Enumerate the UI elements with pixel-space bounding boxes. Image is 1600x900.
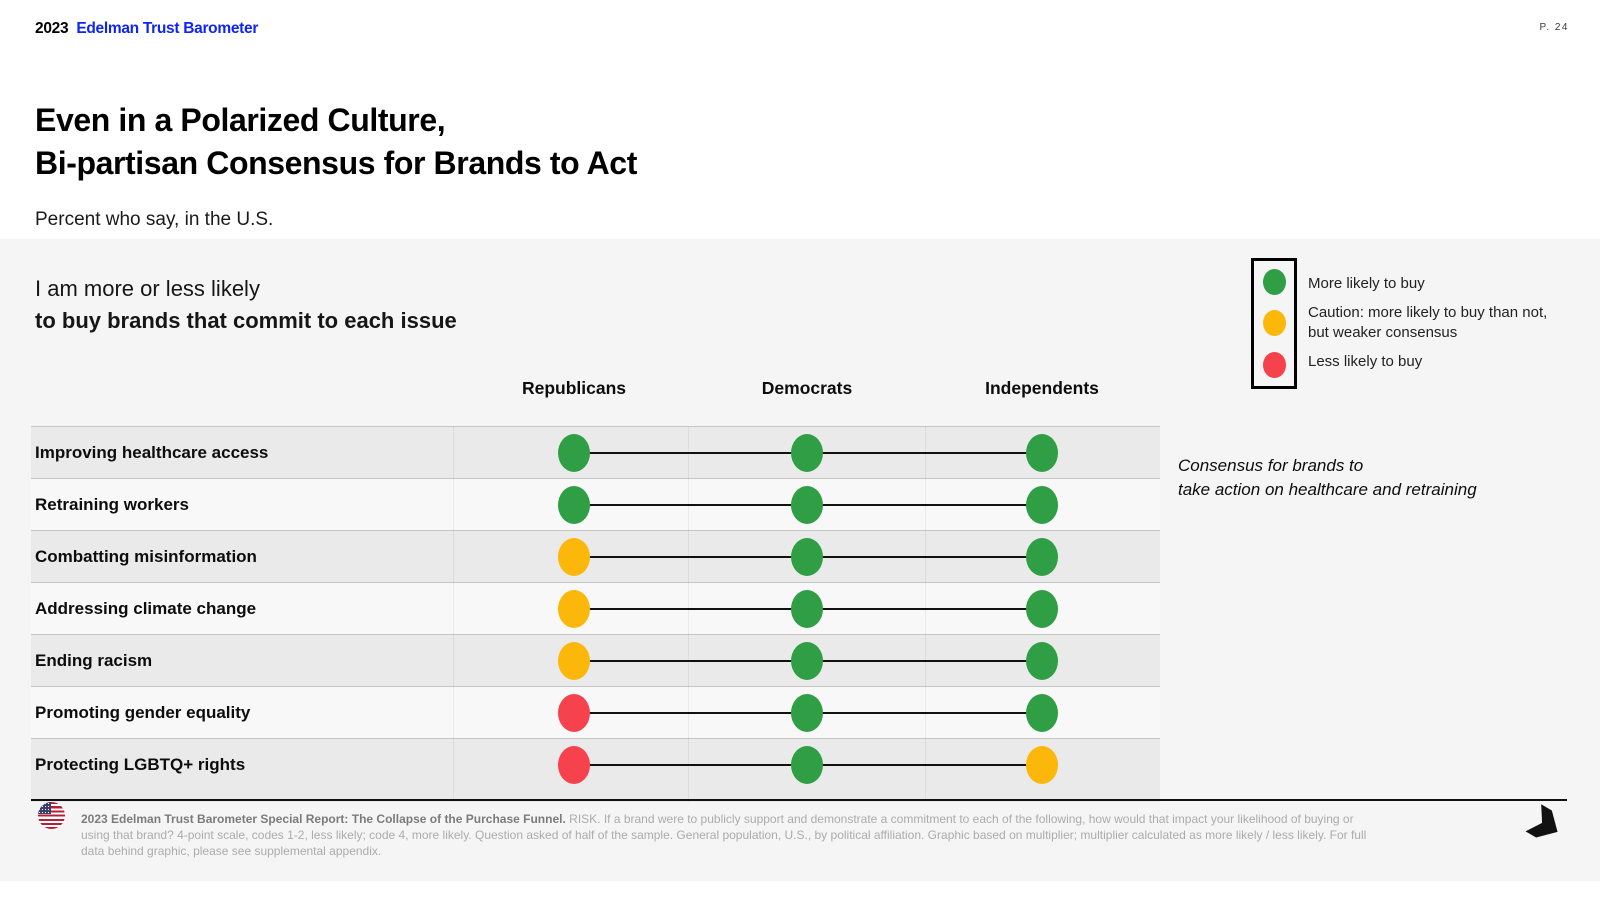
legend-dot-less	[1262, 352, 1286, 379]
republicans-dot	[558, 433, 590, 472]
issue-label: Ending racism	[35, 650, 153, 670]
column-separator	[688, 426, 689, 802]
table-row: Promoting gender equality	[31, 686, 1160, 738]
issue-table: Improving healthcare access Retraining wo…	[31, 426, 1160, 802]
issue-label: Retraining workers	[35, 494, 189, 514]
independents-dot	[1026, 589, 1058, 628]
table-row: Improving healthcare access	[31, 426, 1160, 478]
edelman-logo: 2023 Edelman Trust Barometer	[35, 20, 258, 38]
legend: More likely to buy Caution: more likely t…	[1251, 258, 1548, 389]
column-header-democrats: Democrats	[761, 378, 853, 398]
chart-heading-line-1: I am more or less likely	[35, 276, 260, 301]
logo-brand: Edelman Trust Barometer	[76, 20, 259, 37]
legend-dot-caution	[1262, 310, 1286, 337]
republicans-dot	[558, 745, 590, 784]
issue-label: Promoting gender equality	[35, 702, 251, 722]
issue-label: Combatting misinformation	[35, 546, 257, 566]
legend-labels: More likely to buy Caution: more likely t…	[1308, 258, 1548, 389]
table-row: Ending racism	[31, 634, 1160, 686]
column-separator	[925, 426, 926, 802]
footer-source: 2023 Edelman Trust Barometer Special Rep…	[81, 812, 1369, 859]
title-line-2: Bi-partisan Consensus for Brands to Act	[35, 145, 637, 182]
table-row: Combatting misinformation	[31, 530, 1160, 582]
flag-canton	[38, 802, 51, 814]
legend-label-more: More likely to buy	[1308, 275, 1425, 292]
table-row: Protecting LGBTQ+ rights	[31, 738, 1160, 790]
independents-dot	[1026, 433, 1058, 472]
title-line-1: Even in a Polarized Culture,	[35, 102, 446, 139]
footer-source-bold: 2023 Edelman Trust Barometer Special Rep…	[81, 812, 566, 826]
democrats-dot	[791, 641, 823, 680]
table-row: Addressing climate change	[31, 582, 1160, 634]
republicans-dot	[558, 537, 590, 576]
next-arrow-icon	[1525, 803, 1558, 838]
table-row: Retraining workers	[31, 478, 1160, 530]
republicans-dot	[558, 693, 590, 732]
subtitle: Percent who say, in the U.S.	[35, 209, 274, 230]
page-title: Even in a Polarized Culture, Bi-partisan …	[35, 99, 637, 185]
footer-source-text: RISK. If a brand were to publicly suppor…	[81, 812, 1367, 858]
democrats-dot	[791, 485, 823, 524]
chart-heading-line-2: to buy brands that commit to each issue	[35, 308, 457, 333]
republicans-dot	[558, 641, 590, 680]
us-flag-icon	[38, 802, 65, 829]
next-slide-button[interactable]	[1521, 802, 1567, 848]
chart-panel: I am more or less likely to buy brands t…	[0, 239, 1600, 881]
democrats-dot	[791, 433, 823, 472]
democrats-dot	[791, 589, 823, 628]
logo-year: 2023	[35, 20, 69, 37]
independents-dot	[1026, 537, 1058, 576]
column-separator	[453, 426, 454, 802]
annotation: Consensus for brands to take action on h…	[1178, 454, 1477, 502]
republicans-dot	[558, 589, 590, 628]
page-number: P. 24	[1539, 22, 1569, 33]
republicans-dot	[558, 485, 590, 524]
democrats-dot	[791, 693, 823, 732]
independents-dot	[1026, 641, 1058, 680]
legend-label-caution: Caution: more likely to buy than not, bu…	[1308, 304, 1548, 341]
column-header-independents: Independents	[985, 378, 1099, 398]
democrats-dot	[791, 537, 823, 576]
issue-label: Protecting LGBTQ+ rights	[35, 754, 246, 774]
legend-traffic-light-box	[1251, 258, 1297, 389]
column-header-republicans: Republicans	[521, 378, 627, 398]
legend-dot-more	[1262, 268, 1286, 295]
annotation-line-2: take action on healthcare and retraining	[1178, 480, 1477, 499]
issue-label: Improving healthcare access	[35, 442, 269, 462]
footer-divider	[31, 799, 1567, 801]
independents-dot	[1026, 485, 1058, 524]
democrats-dot	[791, 745, 823, 784]
independents-dot	[1026, 745, 1058, 784]
annotation-line-1: Consensus for brands to	[1178, 456, 1364, 475]
legend-label-less: Less likely to buy	[1308, 353, 1423, 370]
chart-heading: I am more or less likely to buy brands t…	[35, 273, 457, 337]
independents-dot	[1026, 693, 1058, 732]
issue-label: Addressing climate change	[35, 598, 257, 618]
